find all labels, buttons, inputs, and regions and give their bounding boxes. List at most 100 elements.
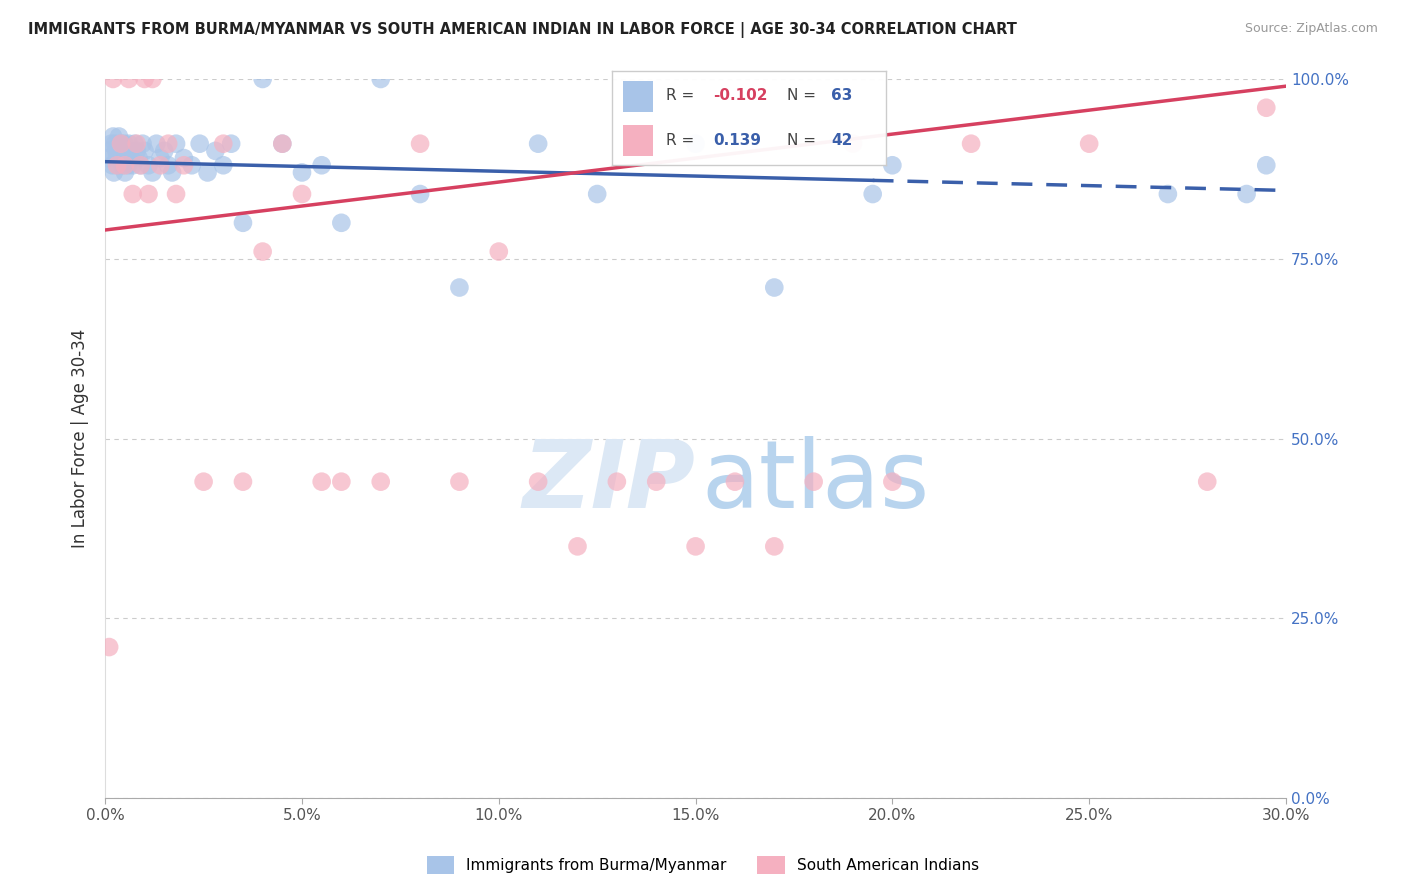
Point — [842, 136, 865, 151]
Point — [121, 158, 143, 172]
Point — [105, 144, 128, 158]
Point — [1236, 187, 1258, 202]
Point — [112, 136, 135, 151]
Point — [134, 144, 156, 158]
Point — [134, 72, 156, 87]
Point — [212, 136, 235, 151]
Point — [232, 216, 254, 230]
Point — [606, 475, 628, 489]
Point — [527, 475, 550, 489]
Point — [645, 475, 668, 489]
Point — [1157, 187, 1180, 202]
Point — [173, 151, 195, 165]
Point — [110, 136, 132, 151]
Text: atlas: atlas — [702, 435, 929, 528]
Point — [131, 136, 153, 151]
Point — [586, 187, 609, 202]
Text: Source: ZipAtlas.com: Source: ZipAtlas.com — [1244, 22, 1378, 36]
Point — [862, 187, 884, 202]
Point — [124, 136, 146, 151]
Point — [527, 136, 550, 151]
Point — [96, 151, 118, 165]
Point — [724, 475, 747, 489]
Point — [125, 136, 148, 151]
Point — [98, 144, 121, 158]
Point — [120, 151, 142, 165]
Point — [101, 129, 124, 144]
Point — [129, 158, 152, 172]
Point — [763, 280, 786, 294]
Point — [763, 540, 786, 554]
Legend: Immigrants from Burma/Myanmar, South American Indians: Immigrants from Burma/Myanmar, South Ame… — [420, 850, 986, 880]
Point — [271, 136, 294, 151]
Point — [118, 136, 141, 151]
Text: N =: N = — [787, 133, 821, 148]
Point — [111, 158, 134, 172]
Point — [105, 151, 128, 165]
Text: IMMIGRANTS FROM BURMA/MYANMAR VS SOUTH AMERICAN INDIAN IN LABOR FORCE | AGE 30-3: IMMIGRANTS FROM BURMA/MYANMAR VS SOUTH A… — [28, 22, 1017, 38]
Point — [118, 144, 141, 158]
Point — [204, 144, 226, 158]
Point — [165, 187, 187, 202]
Text: 42: 42 — [831, 133, 852, 148]
Point — [330, 475, 353, 489]
Point — [173, 158, 195, 172]
Point — [197, 165, 219, 179]
Point — [115, 151, 138, 165]
Point — [685, 540, 707, 554]
Point — [114, 165, 136, 179]
Point — [212, 158, 235, 172]
Point — [157, 136, 180, 151]
Y-axis label: In Labor Force | Age 30-34: In Labor Force | Age 30-34 — [72, 329, 89, 549]
Text: R =: R = — [666, 133, 704, 148]
Point — [101, 158, 124, 172]
Point — [271, 136, 294, 151]
Point — [449, 280, 471, 294]
Point — [98, 640, 121, 654]
Point — [330, 216, 353, 230]
Point — [1256, 158, 1278, 172]
Point — [165, 136, 187, 151]
Point — [114, 158, 136, 172]
Point — [311, 475, 333, 489]
Point — [882, 475, 904, 489]
Point — [145, 136, 167, 151]
Point — [1197, 475, 1219, 489]
Point — [232, 475, 254, 489]
Point — [960, 136, 983, 151]
Point — [180, 158, 202, 172]
Point — [252, 244, 274, 259]
Point — [108, 151, 131, 165]
Point — [141, 165, 163, 179]
Point — [125, 144, 148, 158]
Point — [128, 151, 150, 165]
Point — [370, 475, 392, 489]
Point — [803, 475, 825, 489]
Point — [488, 244, 510, 259]
Point — [370, 72, 392, 87]
Point — [449, 475, 471, 489]
Point — [111, 144, 134, 158]
Point — [101, 72, 124, 87]
Point — [291, 165, 314, 179]
Text: N =: N = — [787, 88, 821, 103]
Point — [567, 540, 589, 554]
FancyBboxPatch shape — [623, 81, 652, 112]
Point — [138, 187, 160, 202]
Text: 0.139: 0.139 — [713, 133, 761, 148]
Point — [114, 144, 136, 158]
Point — [291, 187, 314, 202]
Point — [104, 136, 127, 151]
Text: R =: R = — [666, 88, 700, 103]
Point — [882, 158, 904, 172]
Point — [107, 158, 129, 172]
Point — [1256, 101, 1278, 115]
Point — [409, 136, 432, 151]
Text: 63: 63 — [831, 88, 852, 103]
Text: ZIP: ZIP — [523, 435, 696, 528]
Point — [219, 136, 242, 151]
Point — [103, 165, 125, 179]
Point — [157, 158, 180, 172]
Point — [311, 158, 333, 172]
Point — [409, 187, 432, 202]
